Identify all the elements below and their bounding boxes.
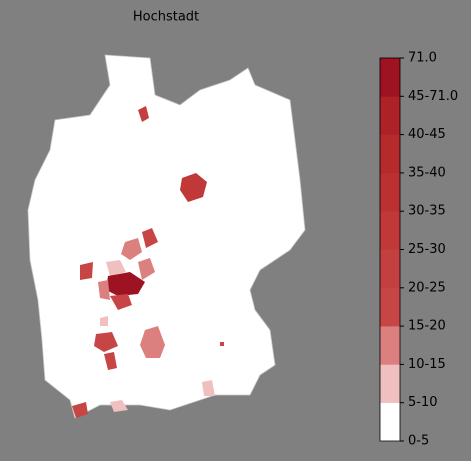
region bbox=[138, 258, 155, 280]
colorbar-label: 5-10 bbox=[408, 395, 438, 410]
colorbar-label: 71.0 bbox=[408, 51, 437, 66]
colorbar-label: 10-15 bbox=[408, 357, 446, 372]
region bbox=[220, 342, 224, 346]
region bbox=[98, 280, 110, 300]
colorbar-label: 15-20 bbox=[408, 319, 446, 334]
germany-map bbox=[27, 54, 306, 419]
country-outline bbox=[27, 54, 306, 419]
colorbar-label: 40-45 bbox=[408, 127, 446, 142]
region bbox=[106, 260, 126, 276]
colorbar-segment bbox=[380, 249, 400, 289]
region bbox=[110, 294, 132, 310]
region bbox=[104, 352, 117, 370]
colorbar-segment bbox=[380, 402, 400, 442]
colorbar-segment bbox=[380, 96, 400, 135]
region bbox=[180, 173, 207, 202]
colorbar-segment bbox=[380, 364, 400, 403]
colorbar-segment bbox=[380, 134, 400, 174]
region bbox=[100, 316, 108, 326]
colorbar-label: 0-5 bbox=[408, 434, 429, 449]
region bbox=[202, 380, 215, 396]
colorbar-frame bbox=[379, 57, 401, 442]
colorbar-segment bbox=[380, 326, 400, 365]
region bbox=[121, 238, 142, 260]
map-title: Hochstadt bbox=[133, 10, 199, 25]
colorbar-segment bbox=[380, 287, 400, 327]
region bbox=[142, 228, 158, 248]
colorbar-label: 20-25 bbox=[408, 280, 446, 295]
region bbox=[72, 402, 88, 418]
colorbar-label: 25-30 bbox=[408, 242, 446, 257]
colorbar-label: 35-40 bbox=[408, 165, 446, 180]
region bbox=[138, 106, 149, 122]
region bbox=[140, 326, 165, 358]
region bbox=[80, 262, 93, 280]
colorbar-label: 45-71.0 bbox=[408, 89, 458, 104]
region bbox=[94, 332, 118, 352]
colorbar-label: 30-35 bbox=[408, 204, 446, 219]
colorbar: 0-5 5-10 10-15 15-20 20-25 25-30 30-35 35-40 40-… bbox=[380, 51, 458, 449]
colorbar-segment bbox=[380, 58, 400, 97]
colorbar-segment bbox=[380, 211, 400, 250]
region bbox=[106, 272, 145, 296]
region bbox=[110, 400, 128, 412]
colorbar-segment bbox=[380, 172, 400, 212]
